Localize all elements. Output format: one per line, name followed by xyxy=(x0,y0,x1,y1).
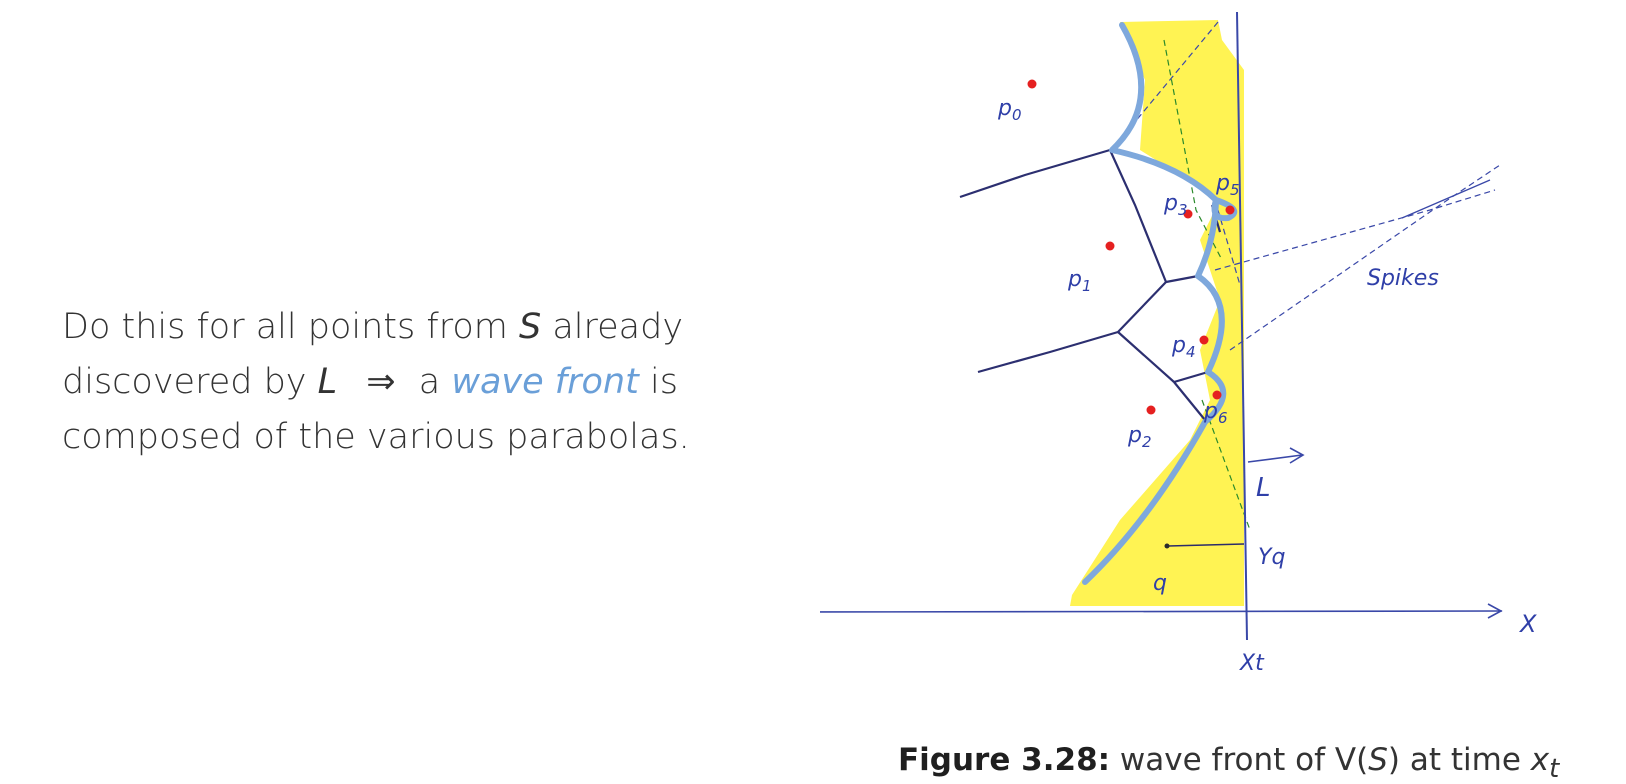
site-label-p3: p3 xyxy=(1163,191,1188,219)
q-point xyxy=(1164,543,1170,549)
xt-label: Xt xyxy=(1239,651,1265,676)
wave-front-term: wave front xyxy=(451,362,639,402)
caption-t: t xyxy=(1549,754,1560,784)
body-text: Do this for all points from S already di… xyxy=(62,300,742,465)
text-line-2: discovered by L ⇒ a wave front is xyxy=(62,355,742,410)
site-label-p2: p2 xyxy=(1127,423,1152,451)
sweep-line-label: L xyxy=(1256,473,1271,503)
math-S: S xyxy=(518,307,542,347)
yq-label: Yq xyxy=(1258,545,1285,570)
caption-text: wave front of xyxy=(1119,742,1326,778)
site-point-p2 xyxy=(1146,405,1156,415)
site-points xyxy=(1027,79,1235,415)
site-point-p6 xyxy=(1212,390,1222,400)
text-line-3: composed of the various parabolas. xyxy=(62,417,690,457)
x-axis-arrow xyxy=(1487,603,1503,619)
site-point-p5 xyxy=(1225,205,1235,215)
caption-x: x xyxy=(1530,742,1550,778)
q-label: q xyxy=(1153,571,1167,596)
text-fragment: is xyxy=(649,362,678,402)
caption-v: V( xyxy=(1334,742,1369,778)
x-axis xyxy=(820,610,1503,613)
site-label-p0: p0 xyxy=(997,96,1022,124)
swept-region xyxy=(1070,20,1244,606)
spikes-label: Spikes xyxy=(1367,266,1439,291)
implies-arrow: ⇒ xyxy=(366,362,396,402)
sweep-direction-arrow xyxy=(1247,447,1305,464)
figure-caption: Figure 3.28: wave front of V(S) at time … xyxy=(898,742,1559,784)
figure-number: Figure 3.28: xyxy=(898,742,1111,778)
site-label-p1: p1 xyxy=(1067,267,1092,295)
caption-s: S xyxy=(1368,742,1388,778)
text-fragment: already xyxy=(552,307,684,347)
text-fragment: a xyxy=(418,362,441,402)
text-fragment: Do this for all points from xyxy=(62,307,508,347)
sweep-line xyxy=(1236,11,1248,641)
text-fragment: discovered by xyxy=(62,362,307,402)
text-line-1: Do this for all points from S already xyxy=(62,300,742,355)
spike-line xyxy=(1401,179,1491,219)
site-label-p4: p4 xyxy=(1171,333,1196,361)
site-point-p3 xyxy=(1183,209,1193,219)
caption-text: at time xyxy=(1409,742,1521,778)
wave-front-curve xyxy=(1082,22,1238,585)
voronoi-edges xyxy=(959,148,1222,421)
site-point-p0 xyxy=(1027,79,1037,89)
caption-close: ) xyxy=(1387,742,1400,778)
site-point-p1 xyxy=(1105,241,1115,251)
math-L: L xyxy=(317,362,338,402)
site-point-p4 xyxy=(1199,335,1209,345)
x-axis-label: X xyxy=(1518,610,1537,638)
q-distance-segment xyxy=(1167,543,1245,547)
